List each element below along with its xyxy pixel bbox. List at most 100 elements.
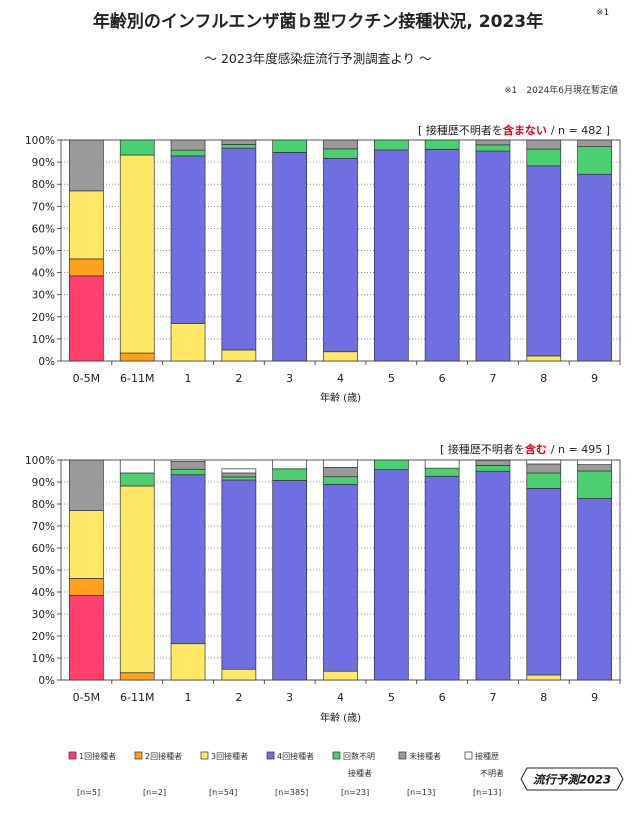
bar-segment-unvaccinated	[577, 139, 612, 147]
bar-segment-unknown_count	[424, 467, 460, 477]
x-category-label: 8	[540, 691, 547, 704]
y-tick-label: 20%	[32, 312, 55, 324]
bar-segment-dose3	[170, 323, 206, 362]
bar-segment-unvaccinated	[526, 139, 562, 150]
brand-badge: 流行予測2023	[520, 767, 624, 791]
y-tick-label: 40%	[32, 268, 55, 280]
bar-segment-dose3	[119, 485, 155, 674]
bar-segment-unknown_count	[119, 472, 155, 487]
x-category-label: 0-5M	[73, 691, 100, 704]
corner-note: ※1	[596, 8, 609, 18]
bar-segment-unknown_history	[119, 459, 155, 474]
legend-count: [n=5]	[77, 788, 100, 797]
bar-segment-dose4	[323, 484, 358, 672]
legend-count: [n=385]	[275, 788, 308, 797]
legend-label: 接種歴	[475, 751, 499, 761]
annotation-highlight: 含まない	[502, 123, 547, 137]
y-tick-label: 20%	[32, 631, 55, 643]
bar-segment-unknown_count	[373, 139, 409, 151]
legend-label: 4回接種者	[277, 751, 314, 761]
annotation-prefix: [ 接種歴不明者を	[418, 123, 503, 137]
chart-excluding-unknown: 0% 10% 20% 30% 40% 50% 60% 70% 80% 90% 100% 0-5M 6-1…	[25, 123, 621, 404]
bar-segment-unknown_history	[323, 459, 358, 468]
legend-count: [n=2]	[143, 788, 166, 797]
legend-count: [n=54]	[209, 788, 237, 797]
y-tick-label: 40%	[32, 587, 55, 599]
bar-segment-dose4	[577, 498, 612, 681]
bar-segment-dose3	[526, 355, 562, 362]
chart-title: 年齢別のインフルエンザ菌ｂ型ワクチン接種状況, 2023年	[93, 11, 543, 32]
legend-count: [n=23]	[341, 788, 369, 797]
bar-segment-unknown_count	[221, 144, 257, 149]
legend-label: 回数不明	[343, 751, 375, 761]
bar-segment-dose4	[475, 470, 511, 681]
legend-count: [n=13]	[407, 788, 435, 797]
bar-segment-unvaccinated	[475, 459, 511, 466]
bar-segment-unknown_count	[221, 476, 257, 481]
legend-label: 未接種者	[409, 751, 441, 761]
y-tick-label: 30%	[32, 290, 55, 302]
bar-segment-unknown_count	[119, 139, 155, 156]
bar-segment-unknown_count	[526, 148, 562, 167]
bar-segment-dose4	[221, 147, 257, 351]
bar-segment-dose2	[119, 672, 155, 681]
legend-swatch-dose2	[134, 751, 143, 760]
bar-segment-unknown_count	[323, 148, 358, 159]
bar-segment-unknown_history	[272, 459, 308, 470]
bar-segment-unknown_count	[272, 468, 308, 481]
bar-segment-unknown_count	[170, 149, 206, 157]
bar-segment-dose4	[526, 488, 562, 676]
y-tick-label: 90%	[32, 477, 55, 489]
legend-label: 2回接種者	[145, 751, 182, 761]
x-category-label: 5	[388, 372, 395, 385]
legend-swatch-dose3	[200, 751, 209, 760]
bar-segment-unknown_count	[323, 476, 358, 485]
bar-segment-unknown_history	[526, 459, 562, 465]
x-category-label: 6	[439, 372, 446, 385]
bar-segment-unvaccinated	[221, 472, 257, 478]
y-tick-label: 0%	[38, 356, 55, 368]
y-tick-label: 30%	[32, 609, 55, 621]
bar-segment-dose3	[170, 643, 206, 681]
bar-segment-dose4	[424, 475, 460, 681]
y-tick-label: 60%	[32, 223, 55, 235]
bar-segment-unknown_count	[170, 468, 206, 476]
bar-segment-unknown_count	[373, 459, 409, 471]
bar-segment-dose1	[69, 275, 104, 362]
bar-segment-dose3	[323, 670, 358, 681]
bar-segment-dose4	[577, 173, 612, 362]
bar-segment-dose4	[272, 152, 308, 362]
bar-segment-dose4	[170, 155, 206, 325]
bar-segment-dose4	[526, 165, 562, 357]
bar-segment-unvaccinated	[323, 139, 358, 150]
bar-segment-unvaccinated	[323, 467, 358, 478]
y-tick-label: 50%	[32, 246, 55, 258]
bar-segment-unvaccinated	[577, 464, 612, 472]
bar-segment-dose3	[221, 668, 257, 681]
annotation-prefix: [ 接種歴不明者を	[440, 442, 525, 456]
chart-annotation: [ 接種歴不明者を含まない / n = 482 ]	[418, 123, 610, 137]
bar-segment-dose2	[119, 352, 155, 362]
x-category-label: 0-5M	[73, 372, 100, 385]
bar-segment-unknown_history	[577, 459, 612, 465]
bar-segment-dose3	[526, 674, 562, 681]
y-tick-label: 10%	[32, 334, 55, 346]
legend-swatch-dose4	[266, 751, 275, 760]
bar-segment-unvaccinated	[475, 139, 511, 146]
y-tick-label: 50%	[32, 565, 55, 577]
bar-segment-unknown_count	[475, 465, 511, 472]
legend-label-line2: 接種者	[348, 768, 372, 778]
x-category-label: 4	[337, 691, 344, 704]
x-category-label: 2	[235, 691, 242, 704]
bar-segment-unknown_history	[221, 468, 257, 474]
x-category-label: 6-11M	[120, 372, 154, 385]
bar-segment-dose4	[373, 149, 409, 362]
legend-count: [n=13]	[473, 788, 501, 797]
bar-segment-dose4	[323, 157, 358, 353]
bar-segment-dose3	[323, 351, 358, 362]
provisional-note: ※1 2024年6月現在暫定値	[504, 84, 618, 96]
chart-subtitle: ～ 2023年度感染症流行予測調査より ～	[204, 51, 431, 66]
x-category-label: 9	[591, 372, 598, 385]
bar-segment-dose3	[221, 349, 257, 362]
